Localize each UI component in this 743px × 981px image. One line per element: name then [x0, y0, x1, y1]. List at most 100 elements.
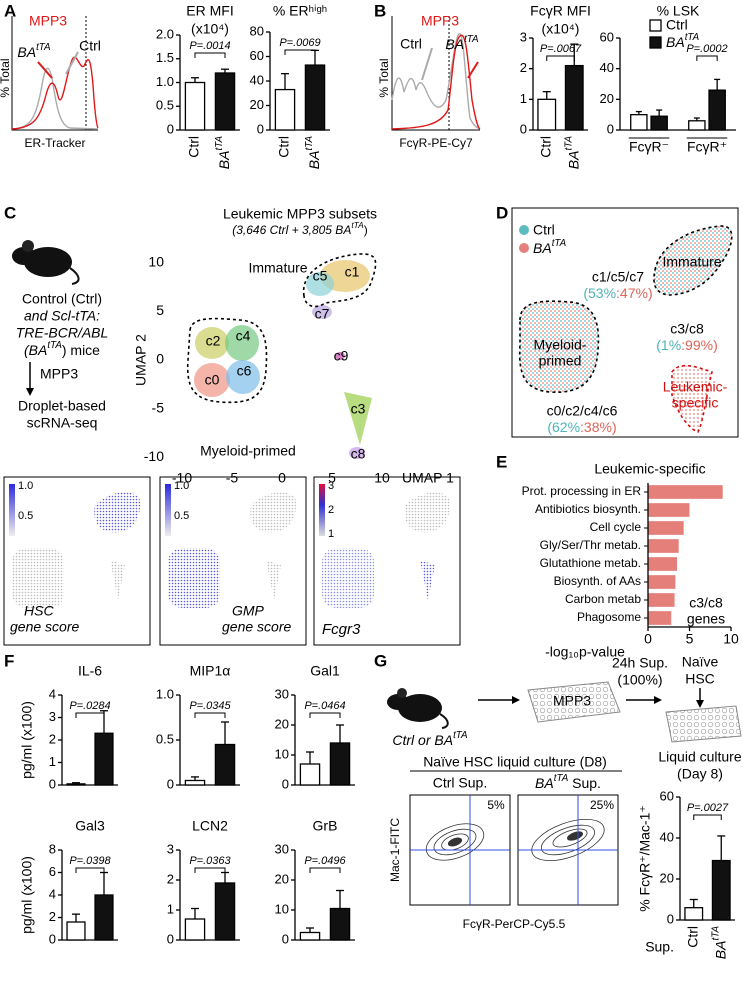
y-tick-label: 10: [275, 901, 289, 916]
cluster-label: c6: [237, 363, 252, 379]
colorbar-label: 0.5: [174, 510, 189, 522]
y-tick-label: 0: [49, 776, 56, 791]
target: HSC: [685, 671, 715, 687]
p-value: P=.0069: [279, 37, 320, 49]
design-text: TRE-BCR/ABL: [16, 325, 109, 341]
y-tick-label: 0.5: [156, 98, 174, 113]
chart-title: LCN2: [192, 818, 228, 834]
culture: (Day 8): [677, 766, 723, 782]
flow-plots-part-part: [441, 833, 469, 851]
flow-plots-part: [410, 795, 618, 905]
y-tick-label: 60: [600, 29, 614, 44]
x-tick-label: -5: [226, 470, 239, 486]
ratio-ctrl: (1%: [656, 337, 681, 353]
colorbar-label: 3: [328, 480, 334, 492]
bar: [708, 89, 726, 131]
bar: [648, 611, 672, 625]
bar: [648, 593, 675, 607]
histogram: [391, 16, 481, 131]
x-tick-label: Ctrl: [684, 926, 700, 948]
histogram-part: [467, 61, 479, 79]
y-tick-label: 0: [49, 931, 56, 946]
group-name: specific: [672, 395, 719, 411]
legend-swatch: [649, 36, 662, 49]
y-tick-label: 30: [275, 841, 289, 856]
x-tick-label: Ctrl: [186, 136, 202, 158]
legend-label: Ctrl: [533, 222, 555, 238]
hist-label-part: BA: [445, 36, 464, 52]
y-axis-label: % FcγR⁺/Mac-1⁺: [637, 805, 653, 912]
flow-plots-part-part: [531, 819, 605, 861]
score-umap-part: [266, 560, 281, 600]
arrows-part: [654, 696, 662, 704]
umap-cells-part: [186, 317, 268, 404]
y-tick-label: 10: [275, 746, 289, 761]
chart-title: Leukemic MPP3 subsets: [223, 206, 377, 222]
design-text: (BAtTA) mice: [24, 340, 100, 358]
x-tick-label: -10: [172, 470, 192, 486]
design-text: Droplet-based: [18, 398, 106, 414]
y-tick-label: 2: [520, 60, 527, 75]
umap-split: [511, 207, 739, 438]
bar: [304, 64, 326, 131]
colorbar-label: 1.0: [18, 480, 33, 492]
chart-title: FcγR MFI: [530, 3, 591, 19]
legend-swatch: [649, 19, 662, 32]
flow-pct: 25%: [590, 798, 614, 812]
culture: Liquid culture: [658, 749, 741, 765]
cluster-label: c9: [334, 348, 349, 364]
score-umap-part: [12, 548, 64, 608]
y-tick-label: 2.0: [156, 26, 174, 41]
y-tick-label: 20: [275, 716, 289, 731]
design-text: Control (Ctrl): [22, 291, 102, 307]
y-axis-label: % Total: [0, 58, 12, 97]
score-umap-part: [168, 548, 220, 608]
y-tick-label: 20: [660, 870, 674, 885]
histogram-part: [391, 33, 481, 130]
score-umap-part: [9, 484, 15, 536]
y-tick-label: 60: [250, 48, 264, 63]
panel-label: A: [4, 1, 16, 20]
bar: [648, 521, 684, 535]
colorbar-label: 2: [328, 504, 334, 516]
x-tick-label: 0: [644, 631, 652, 647]
cluster-label: c2: [206, 333, 221, 349]
y-tick-label: 40: [660, 829, 674, 844]
bar: [94, 732, 114, 786]
sig-bracket: [546, 55, 575, 61]
panel-label: G: [374, 651, 387, 670]
y-tick-label: 5: [156, 302, 164, 318]
y-tick-label: Prot. processing in ER: [522, 484, 642, 498]
p-value: P=.0363: [189, 855, 231, 867]
umap-split-part: [653, 225, 733, 296]
umap-split-part: [519, 243, 529, 253]
score-umap-part: [404, 492, 451, 533]
flow-name: BAtTA Sup.: [535, 773, 601, 791]
donor-part: tTA: [453, 730, 468, 741]
bar: [684, 907, 704, 921]
cluster-label: c3: [351, 401, 366, 417]
bar: [648, 557, 678, 571]
panel-label: F: [4, 651, 14, 670]
y-tick-label: 0: [257, 121, 264, 136]
bar: [66, 783, 86, 786]
colorbar-label: 1.0: [174, 480, 189, 492]
score-sub: gene score: [222, 619, 291, 635]
p-value: P=.0398: [69, 855, 111, 867]
x-axis-label: ER-Tracker: [25, 136, 86, 150]
plate-label: MPP3: [553, 693, 591, 709]
arrow: [26, 362, 34, 396]
y-tick-label: 20: [600, 91, 614, 106]
y-tick-label: 80: [250, 23, 264, 38]
bar: [564, 64, 584, 131]
histogram-part: [421, 47, 433, 81]
flow-x-label: FcγR-PerCP-Cy5.5: [463, 917, 566, 931]
bar: [537, 98, 557, 131]
score-umap-part: [94, 492, 141, 533]
donor: Ctrl or BAtTA: [392, 730, 468, 748]
y-axis-label: pg/ml (x100): [19, 856, 35, 934]
group-ratio: (62%:38%): [547, 419, 616, 435]
p-value: P=.0496: [304, 855, 346, 867]
umap-cells-part: [225, 325, 259, 361]
y-tick-label: Glutathione metab.: [540, 556, 641, 570]
